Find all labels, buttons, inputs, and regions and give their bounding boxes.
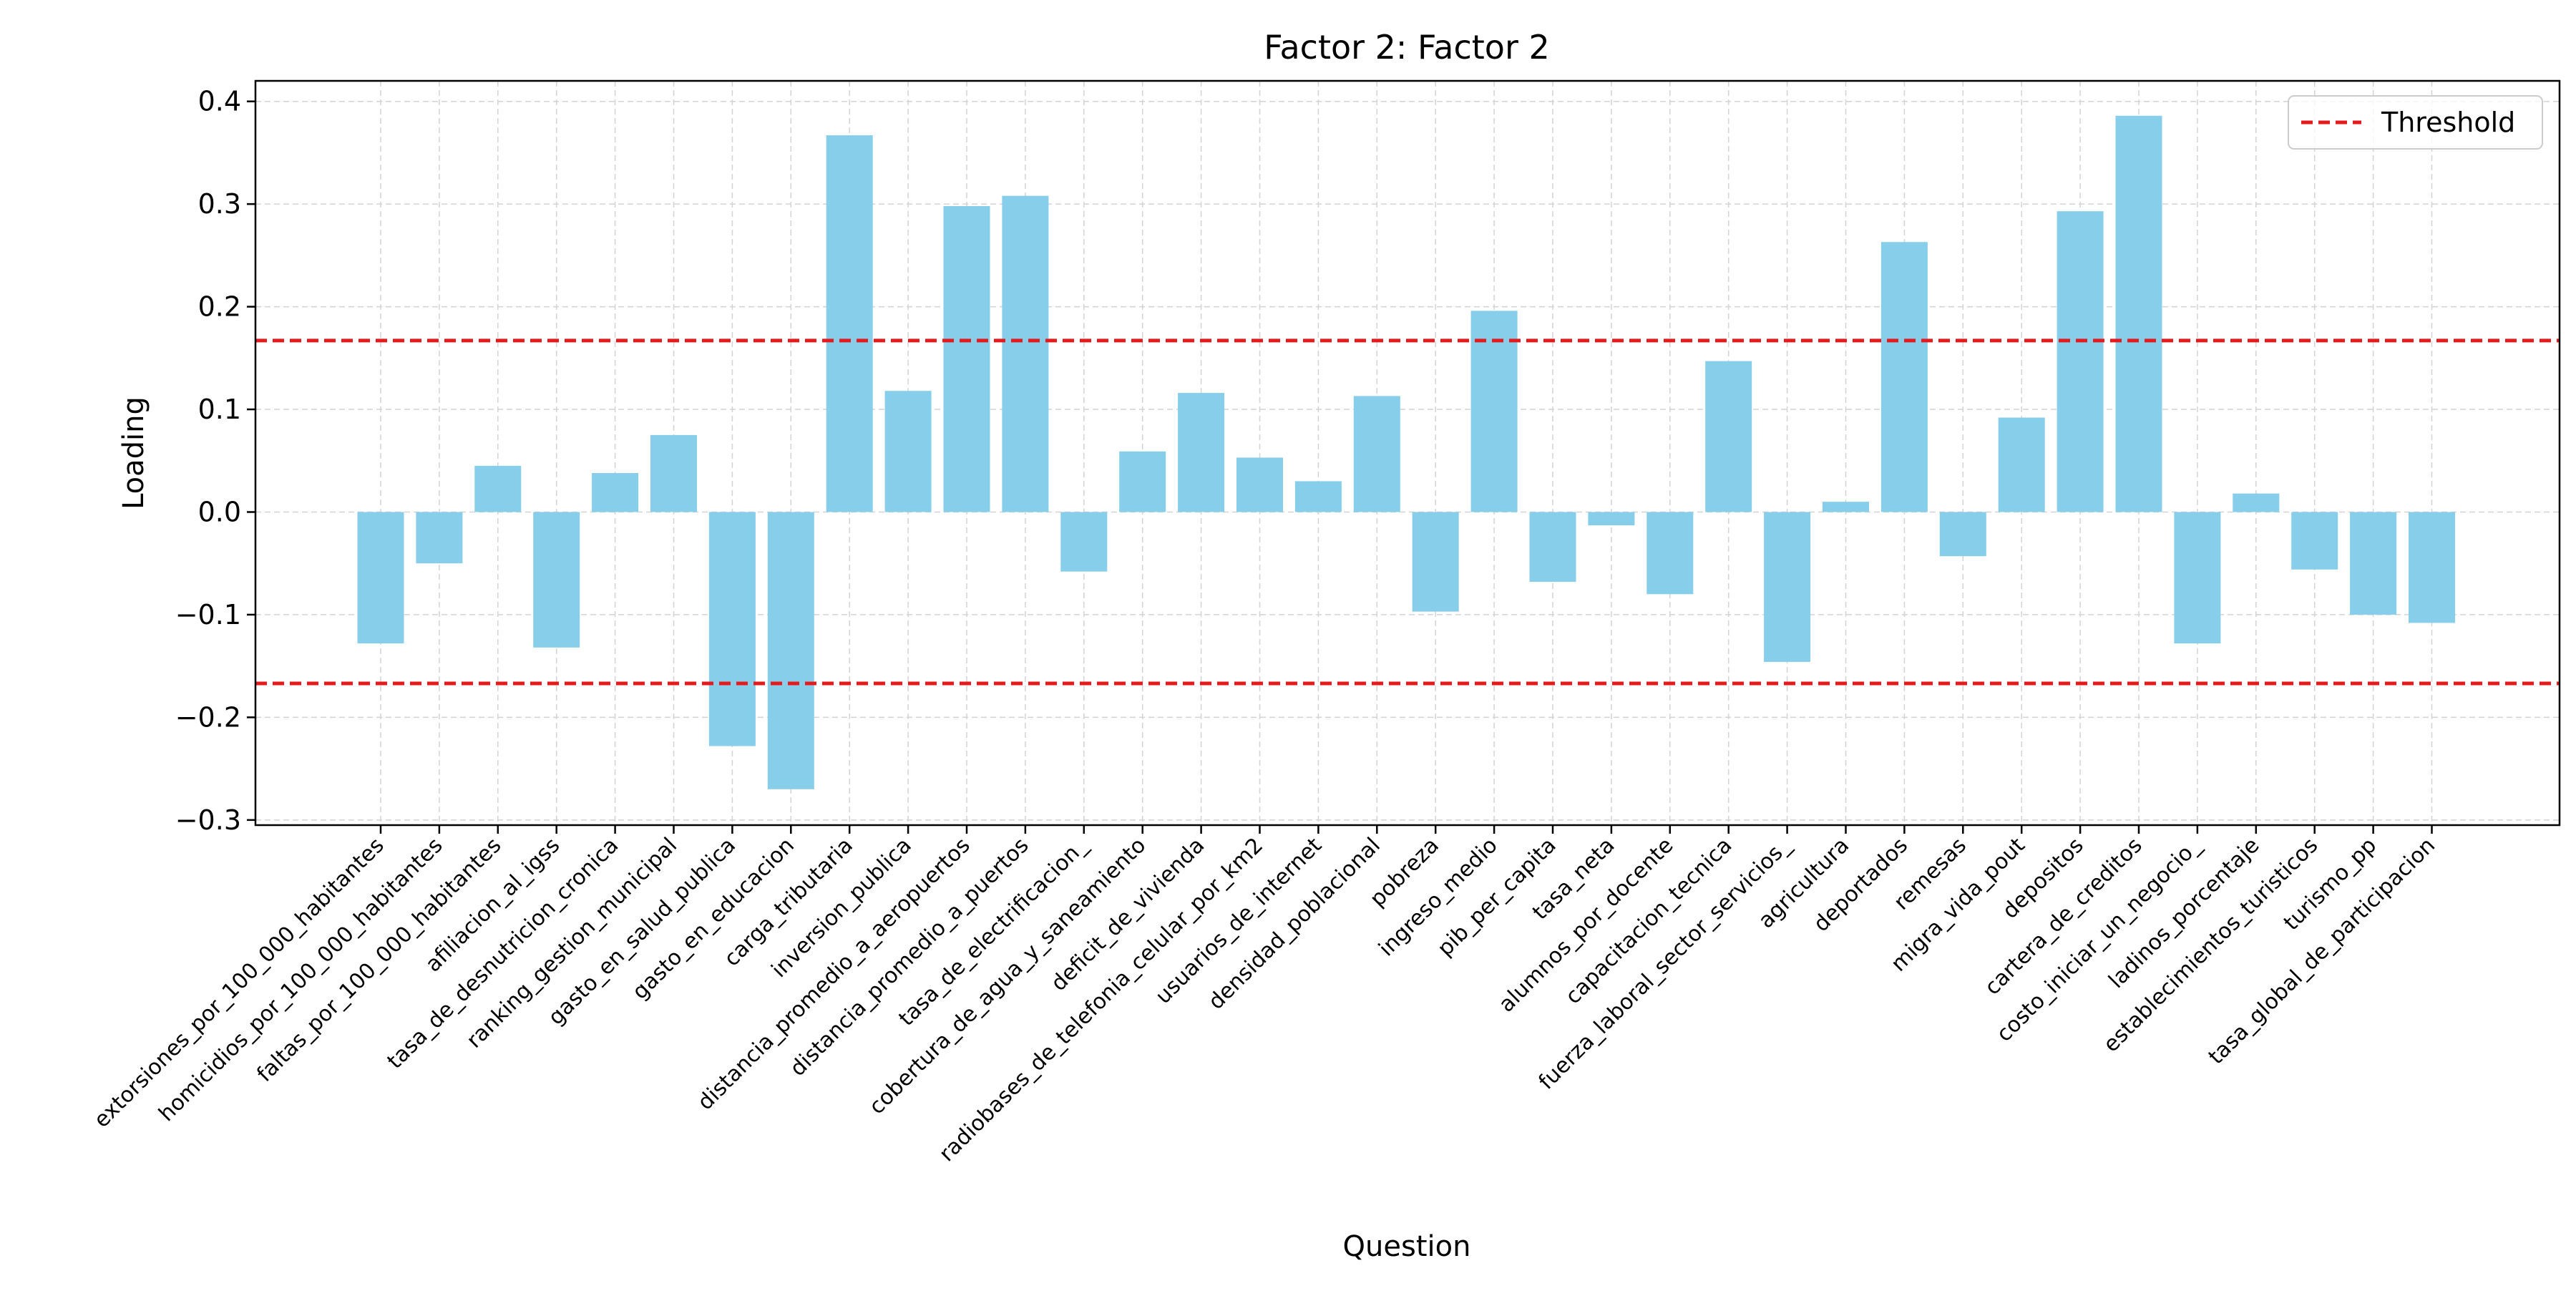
bar-deportados (1880, 242, 1928, 512)
y-axis: −0.3 −0.2 −0.1 0.0 0.1 0.2 0.3 0.4 (175, 86, 255, 836)
y-axis-label: Loading (117, 396, 150, 510)
y-tick-label: −0.1 (175, 599, 241, 630)
bar-ladinos-porcentaje (2233, 493, 2280, 512)
bar-turismo-pp (2350, 512, 2397, 615)
bars-layer (357, 115, 2455, 789)
bar-cobertura-de-agua-y-saneamiento (1119, 451, 1166, 512)
bar-tasa-de-desnutricion-cronica (592, 472, 639, 512)
bar-densidad-poblacional (1353, 396, 1400, 512)
bar-migra-vida-pout (1998, 417, 2045, 512)
bar-radiobases-de-telefonia-celular-por-km2 (1236, 457, 1283, 512)
threshold-layer (255, 338, 2560, 686)
bar-fuerza-laboral-sector-servicios (1764, 512, 1811, 662)
bar-alumnos-por-docente (1646, 512, 1694, 595)
bar-tasa-neta (1588, 512, 1635, 526)
y-tick-label: −0.2 (175, 701, 241, 733)
bar-gasto-en-educacion (767, 512, 814, 789)
bar-ranking-gestion-municipal (650, 434, 697, 512)
x-axis-label: Question (1343, 1230, 1471, 1263)
chart-title: Factor 2: Factor 2 (1264, 28, 1550, 67)
y-tick-label: 0.3 (198, 188, 241, 220)
bar-establecimientos-turisticos (2291, 512, 2338, 570)
bar-tasa-global-de-participacion (2409, 512, 2455, 623)
bar-carga-tributaria (826, 135, 873, 512)
bar-costo-iniciar-un-negocio (2174, 512, 2221, 644)
y-tick-label: 0.1 (198, 394, 241, 425)
bar-cartera-de-creditos (2115, 115, 2162, 512)
bar-gasto-en-salud-publica (708, 512, 756, 746)
legend: Threshold (2288, 95, 2543, 150)
bar-distancia-promedio-a-puertos (1002, 195, 1049, 512)
plot-area-frame (254, 79, 2561, 827)
legend-threshold-label: Threshold (2381, 107, 2515, 138)
bar-distancia-promedio-a-aeropuertos (943, 206, 990, 512)
bar-deficit-de-vivienda (1178, 393, 1225, 512)
bar-depositos (2057, 211, 2104, 512)
bar-remesas (1939, 512, 1986, 557)
y-tick-label: 0.2 (198, 291, 241, 323)
bar-faltas-por-100-000-habitantes (474, 465, 522, 512)
bar-capacitacion-tecnica (1705, 361, 1752, 512)
bar-homicidios-por-100-000-habitantes (416, 512, 463, 564)
bar-inversion-publica (884, 391, 932, 512)
bar-agricultura (1823, 502, 1869, 512)
bar-extorsiones-por-100-000-habitantes (357, 512, 404, 644)
y-tick-label: −0.3 (175, 804, 241, 836)
y-tick-label: 0.4 (198, 86, 241, 117)
bar-afiliacion-al-igss (533, 512, 580, 648)
bar-usuarios-de-internet (1294, 481, 1342, 512)
bar-tasa-de-electrificacion (1060, 512, 1108, 572)
y-tick-label: 0.0 (198, 496, 241, 527)
bar-ingreso-medio (1470, 311, 1518, 512)
legend-frame (2288, 95, 2543, 150)
bar-pobreza (1412, 512, 1459, 612)
bar-pib-per-capita (1529, 512, 1576, 583)
